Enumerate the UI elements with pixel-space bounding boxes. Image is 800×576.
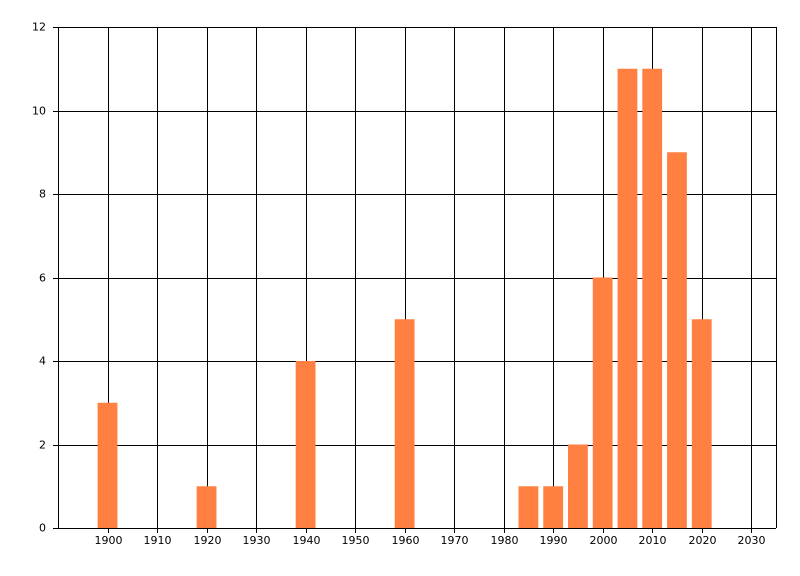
bar bbox=[568, 444, 588, 528]
bar bbox=[592, 277, 613, 528]
bar bbox=[394, 319, 415, 528]
y-tick-label: 4 bbox=[39, 355, 46, 368]
bar bbox=[518, 486, 539, 528]
y-tick-label: 2 bbox=[39, 439, 46, 452]
x-tick-label: 2030 bbox=[738, 534, 766, 547]
x-tick-label: 1990 bbox=[540, 534, 568, 547]
bar bbox=[642, 68, 663, 528]
y-tick-label: 8 bbox=[39, 188, 46, 201]
x-tick-label: 1970 bbox=[441, 534, 469, 547]
bar bbox=[196, 486, 217, 528]
bar bbox=[667, 152, 687, 528]
x-tick-label: 2000 bbox=[590, 534, 618, 547]
x-tick-label: 1980 bbox=[491, 534, 519, 547]
y-tick-label: 0 bbox=[39, 522, 46, 535]
y-tick-label: 12 bbox=[32, 21, 46, 34]
x-tick-label: 1940 bbox=[293, 534, 321, 547]
x-tick-label: 1910 bbox=[144, 534, 172, 547]
y-tick-label: 6 bbox=[39, 272, 46, 285]
x-tick-label: 1960 bbox=[392, 534, 420, 547]
x-tick-label: 1900 bbox=[95, 534, 123, 547]
bar bbox=[295, 361, 316, 528]
bar bbox=[97, 402, 118, 528]
x-tick-label: 1950 bbox=[342, 534, 370, 547]
bar bbox=[543, 486, 564, 528]
y-tick-label: 10 bbox=[32, 105, 46, 118]
x-tick-label: 2010 bbox=[639, 534, 667, 547]
bar bbox=[691, 319, 712, 528]
x-tick-label: 1930 bbox=[243, 534, 271, 547]
bar bbox=[617, 68, 638, 528]
x-tick-label: 2020 bbox=[689, 534, 717, 547]
x-tick-label: 1920 bbox=[194, 534, 222, 547]
